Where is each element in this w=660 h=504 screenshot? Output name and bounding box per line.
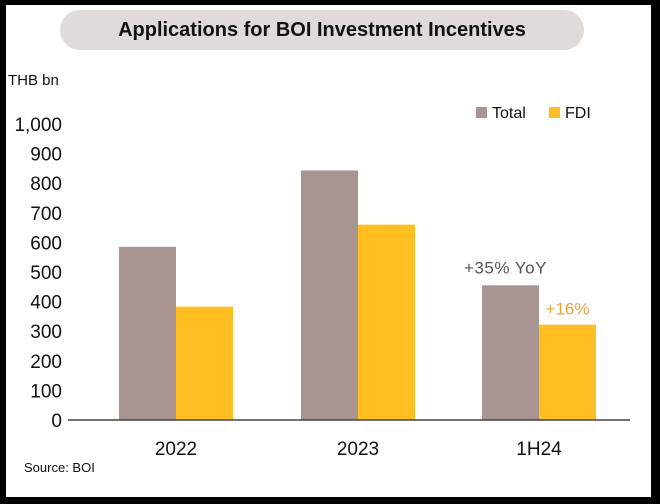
y-tick-label: 400 [30,293,62,314]
y-tick-label: 200 [30,352,62,373]
source-note: Source: BOI [24,460,95,475]
y-tick-label: 900 [30,145,62,166]
x-tick-label: 2022 [155,439,197,460]
bar-total-1h24 [482,285,539,420]
y-tick-label: 0 [51,411,62,432]
legend-label-fdi: FDI [565,105,591,122]
bar-fdi-1h24 [539,324,596,420]
legend-swatch-total [476,107,487,118]
legend-label-total: Total [492,105,526,122]
bar-total-2022 [119,246,176,420]
annotation-fdi-yoy: +16% [546,300,590,319]
y-tick-label: 100 [30,381,62,402]
bar-total-2023 [301,170,358,420]
bar-fdi-2023 [358,224,415,420]
y-tick-label: 500 [30,263,62,284]
x-tick-label: 2023 [337,439,379,460]
y-tick-label: 700 [30,204,62,225]
y-tick-label: 600 [30,233,62,254]
y-axis-unit-label: THB bn [8,72,59,89]
bar-fdi-2022 [176,306,233,420]
legend-swatch-fdi [549,107,560,118]
x-tick-label: 1H24 [516,439,562,460]
y-tick-label: 1,000 [14,115,62,136]
chart-title: Applications for BOI Investment Incentiv… [60,10,584,50]
y-tick-label: 800 [30,174,62,195]
y-tick-label: 300 [30,322,62,343]
annotation-total-yoy: +35% YoY [464,258,547,277]
